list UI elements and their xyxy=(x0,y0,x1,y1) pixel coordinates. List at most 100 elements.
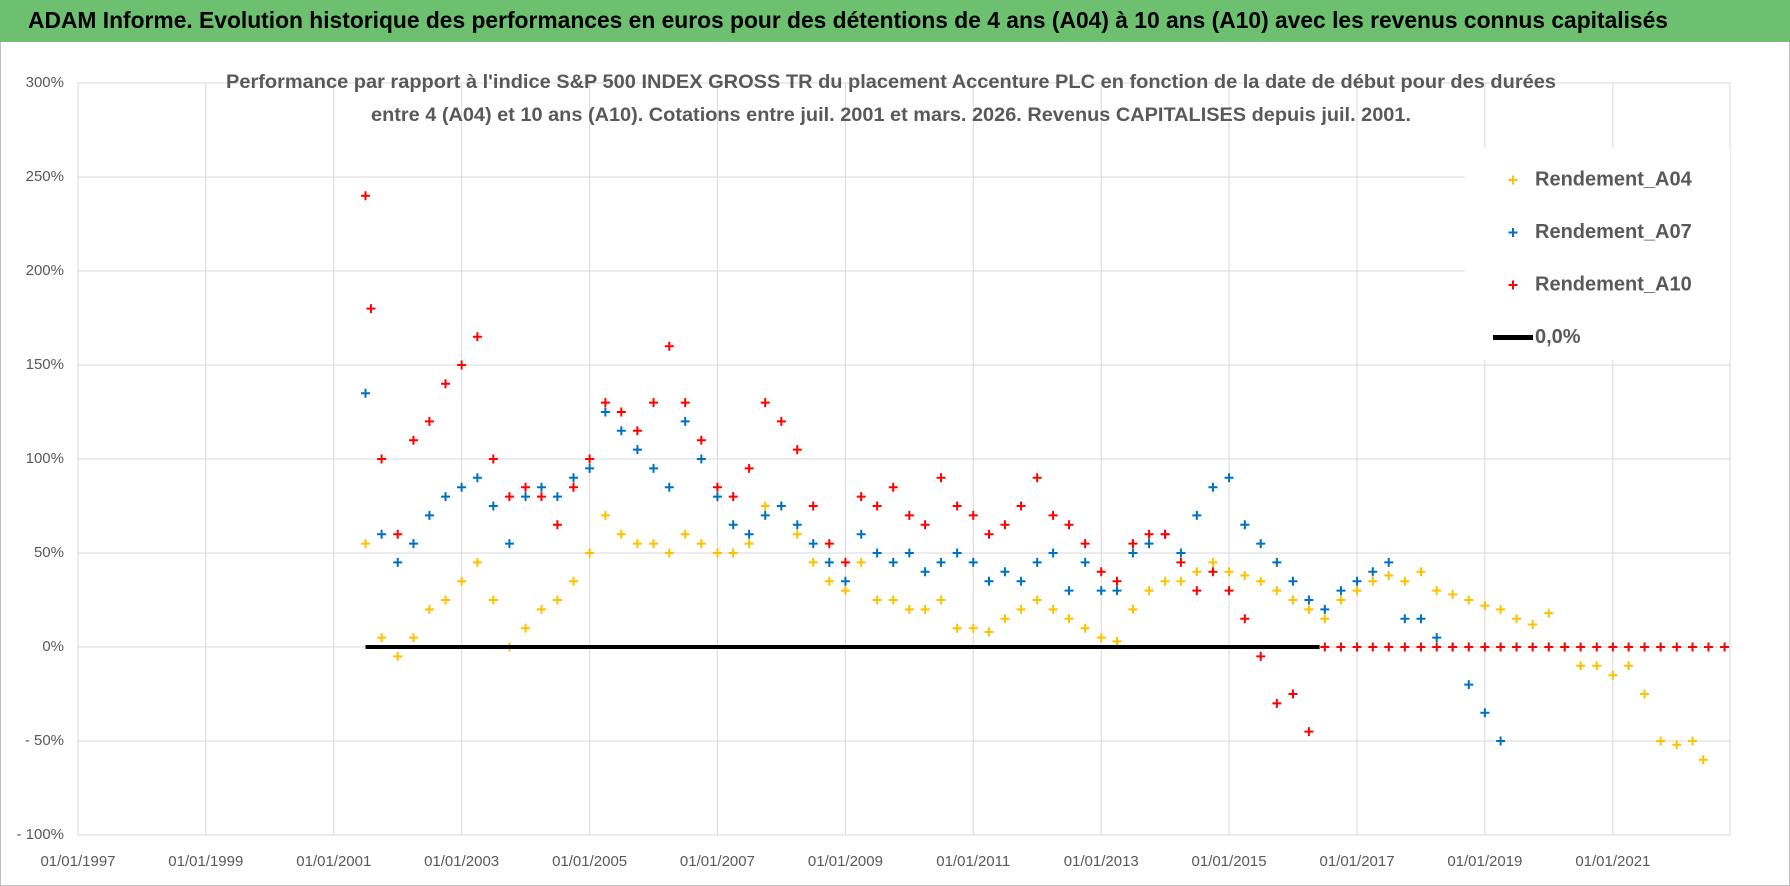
data-point xyxy=(1480,601,1490,611)
data-point xyxy=(1256,576,1266,586)
data-point xyxy=(792,520,802,530)
x-tick-label: 01/01/1997 xyxy=(40,853,115,870)
data-point xyxy=(1544,608,1554,618)
data-point xyxy=(792,445,802,455)
data-point xyxy=(1304,727,1314,737)
data-point xyxy=(1608,642,1618,652)
data-point xyxy=(1720,642,1730,652)
data-point xyxy=(904,548,914,558)
chart-subtitle: Performance par rapport à l'indice S&P 5… xyxy=(226,72,1556,93)
data-point xyxy=(1192,510,1202,520)
data-point xyxy=(366,304,376,314)
data-point xyxy=(1336,595,1346,605)
y-tick-label: 150% xyxy=(26,356,64,373)
data-point xyxy=(1224,586,1234,596)
data-point xyxy=(824,539,834,549)
data-point xyxy=(1592,661,1602,671)
data-point xyxy=(1016,576,1026,586)
data-point xyxy=(1576,661,1586,671)
data-point xyxy=(1288,689,1298,699)
data-point xyxy=(1256,539,1266,549)
data-point xyxy=(1000,614,1010,624)
data-point xyxy=(1272,586,1282,596)
chart-subtitle: entre 4 (A04) et 10 ans (A10). Cotations… xyxy=(371,105,1411,126)
data-point xyxy=(1656,642,1666,652)
data-point xyxy=(1304,595,1314,605)
data-point xyxy=(441,595,451,605)
data-point xyxy=(536,482,546,492)
data-point xyxy=(504,539,514,549)
data-point xyxy=(808,557,818,567)
data-point xyxy=(1384,642,1394,652)
data-point xyxy=(457,360,467,370)
data-point xyxy=(1464,642,1474,652)
data-point xyxy=(1624,661,1634,671)
data-point xyxy=(536,492,546,502)
data-point xyxy=(1064,614,1074,624)
data-point xyxy=(1672,642,1682,652)
legend-box xyxy=(1465,148,1730,360)
data-point xyxy=(968,623,978,633)
data-point xyxy=(504,492,514,502)
data-point xyxy=(1496,604,1506,614)
data-point xyxy=(856,492,866,502)
data-point xyxy=(984,627,994,637)
data-point xyxy=(1320,642,1330,652)
title-band xyxy=(0,0,1790,42)
data-point xyxy=(1592,642,1602,652)
data-point xyxy=(424,510,434,520)
legend-marker xyxy=(1508,228,1518,237)
data-point xyxy=(1368,567,1378,577)
data-point xyxy=(361,388,371,398)
data-point xyxy=(872,501,882,511)
data-point xyxy=(1080,557,1090,567)
data-point xyxy=(1208,482,1218,492)
data-point xyxy=(680,416,690,426)
data-point xyxy=(1064,520,1074,530)
data-point xyxy=(1640,642,1650,652)
data-point xyxy=(1176,576,1186,586)
legend-marker xyxy=(1508,280,1518,290)
data-point xyxy=(1016,604,1026,614)
data-point xyxy=(552,520,562,530)
y-tick-label: 250% xyxy=(26,168,64,185)
data-point xyxy=(1368,576,1378,586)
data-point xyxy=(888,482,898,492)
y-tick-label: 0% xyxy=(42,638,64,655)
data-point xyxy=(393,651,403,661)
data-point xyxy=(1656,736,1666,746)
data-point xyxy=(680,529,690,539)
data-point xyxy=(616,407,626,417)
data-point xyxy=(824,576,834,586)
data-point xyxy=(1000,520,1010,530)
plot-border xyxy=(77,82,1731,836)
x-tick-label: 01/01/2015 xyxy=(1192,853,1267,870)
data-point xyxy=(776,416,786,426)
data-point xyxy=(728,492,738,502)
data-point xyxy=(808,539,818,549)
data-point xyxy=(696,454,706,464)
data-point xyxy=(936,557,946,567)
data-point xyxy=(1464,680,1474,690)
plot-area xyxy=(77,82,1731,836)
data-point xyxy=(1160,576,1170,586)
data-point xyxy=(393,529,403,539)
data-point xyxy=(1336,642,1346,652)
data-point xyxy=(920,567,930,577)
data-point xyxy=(521,623,531,633)
data-point xyxy=(744,529,754,539)
data-point xyxy=(1672,740,1682,750)
data-point xyxy=(393,557,403,567)
data-point xyxy=(1240,571,1250,581)
chart-title: ADAM Informe. Evolution historique des p… xyxy=(28,7,1668,33)
data-point xyxy=(728,548,738,558)
data-point xyxy=(984,576,994,586)
data-point xyxy=(1112,576,1122,586)
data-point xyxy=(521,492,531,502)
data-point xyxy=(1032,595,1042,605)
data-point xyxy=(377,454,387,464)
data-point xyxy=(1096,586,1106,596)
y-tick-label: - 50% xyxy=(25,732,64,749)
data-point xyxy=(1080,623,1090,633)
